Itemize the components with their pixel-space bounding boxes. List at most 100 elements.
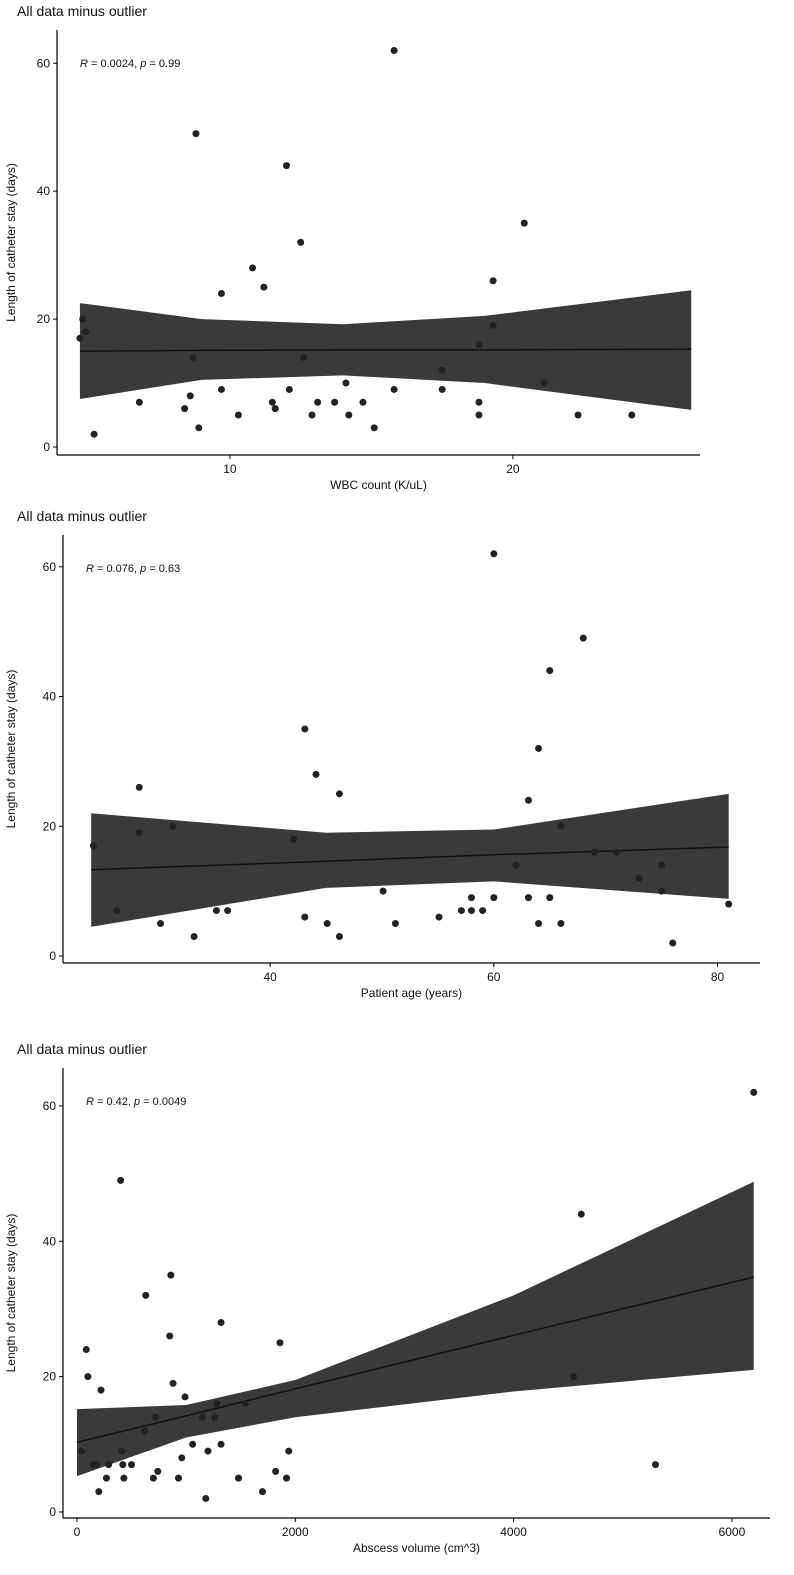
point bbox=[212, 907, 220, 915]
x-axis-label: Patient age (years) bbox=[361, 986, 462, 1000]
x-tick-label: 40 bbox=[263, 970, 277, 984]
x-tick-label: 0 bbox=[74, 1525, 81, 1539]
point bbox=[438, 385, 446, 393]
point bbox=[157, 920, 165, 928]
point bbox=[301, 913, 309, 921]
point bbox=[651, 1461, 659, 1469]
point bbox=[725, 900, 733, 908]
point bbox=[335, 933, 343, 941]
point bbox=[301, 725, 309, 733]
annotation: R = 0.42, p = 0.0049 bbox=[86, 1096, 186, 1108]
point bbox=[370, 424, 378, 432]
y-axis-label: Length of catheter stay (days) bbox=[4, 670, 18, 829]
y-tick-label: 20 bbox=[43, 819, 57, 833]
point bbox=[192, 130, 200, 138]
point bbox=[142, 1291, 150, 1299]
point bbox=[574, 411, 582, 419]
x-tick-label: 10 bbox=[223, 462, 237, 476]
point bbox=[166, 1332, 174, 1340]
point bbox=[249, 264, 257, 272]
point bbox=[524, 894, 532, 902]
point bbox=[345, 411, 353, 419]
point bbox=[217, 1318, 225, 1326]
point bbox=[308, 411, 316, 419]
point bbox=[669, 939, 677, 947]
point bbox=[546, 667, 554, 675]
point bbox=[285, 1447, 293, 1455]
point bbox=[79, 315, 87, 323]
point bbox=[314, 398, 322, 406]
point bbox=[152, 1413, 160, 1421]
point bbox=[475, 411, 483, 419]
point bbox=[135, 783, 143, 791]
y-tick-label: 40 bbox=[43, 1234, 57, 1248]
point bbox=[342, 379, 350, 387]
x-tick-label: 6000 bbox=[719, 1525, 746, 1539]
point bbox=[628, 411, 636, 419]
point bbox=[167, 1271, 175, 1279]
point bbox=[490, 550, 498, 558]
point bbox=[154, 1467, 162, 1475]
point bbox=[457, 907, 465, 915]
y-tick-label: 60 bbox=[43, 1099, 57, 1113]
point bbox=[520, 219, 528, 227]
point bbox=[178, 1454, 186, 1462]
point bbox=[490, 894, 498, 902]
point bbox=[211, 1413, 219, 1421]
point bbox=[199, 1413, 207, 1421]
point bbox=[174, 1474, 182, 1482]
annotation-part: = 0.42, bbox=[94, 1096, 134, 1108]
confidence-band bbox=[91, 793, 729, 927]
point bbox=[181, 1393, 189, 1401]
point bbox=[535, 920, 543, 928]
point bbox=[217, 1440, 225, 1448]
point bbox=[105, 1461, 113, 1469]
point bbox=[489, 321, 497, 329]
point bbox=[271, 405, 279, 413]
point bbox=[323, 920, 331, 928]
annotation: R = 0.0024, p = 0.99 bbox=[80, 58, 180, 70]
x-tick-label: 80 bbox=[711, 970, 725, 984]
annotation-part: R bbox=[80, 58, 88, 70]
point bbox=[335, 790, 343, 798]
point bbox=[268, 398, 276, 406]
point bbox=[135, 398, 143, 406]
point bbox=[241, 1400, 249, 1408]
point bbox=[82, 328, 90, 336]
point bbox=[77, 1447, 85, 1455]
point bbox=[217, 290, 225, 298]
point bbox=[234, 411, 242, 419]
point bbox=[283, 1474, 291, 1482]
point bbox=[390, 46, 398, 54]
point bbox=[276, 1339, 284, 1347]
y-tick-label: 40 bbox=[37, 184, 51, 198]
y-tick-label: 0 bbox=[43, 440, 50, 454]
point bbox=[260, 283, 268, 291]
chart-title: All data minus outlier bbox=[17, 3, 147, 19]
point bbox=[97, 1386, 105, 1394]
annotation-part: = 0.99 bbox=[146, 58, 180, 70]
point bbox=[102, 1474, 110, 1482]
annotation-part: = 0.63 bbox=[146, 563, 180, 575]
point bbox=[189, 1440, 197, 1448]
annotation-part: R bbox=[86, 1096, 94, 1108]
y-axis-label: Length of catheter stay (days) bbox=[4, 1214, 18, 1373]
x-tick-label: 20 bbox=[506, 462, 520, 476]
annotation-part: R bbox=[86, 563, 94, 575]
point bbox=[467, 907, 475, 915]
point bbox=[285, 385, 293, 393]
y-tick-label: 0 bbox=[49, 1505, 56, 1519]
point bbox=[391, 920, 399, 928]
point bbox=[190, 933, 198, 941]
point bbox=[213, 1400, 221, 1408]
point bbox=[540, 379, 548, 387]
annotation: R = 0.076, p = 0.63 bbox=[86, 563, 180, 575]
point bbox=[189, 353, 197, 361]
point bbox=[117, 1176, 125, 1184]
point bbox=[76, 334, 84, 342]
point bbox=[570, 1373, 578, 1381]
point bbox=[524, 796, 532, 804]
point bbox=[272, 1467, 280, 1475]
point bbox=[479, 907, 487, 915]
x-tick-label: 2000 bbox=[282, 1525, 309, 1539]
